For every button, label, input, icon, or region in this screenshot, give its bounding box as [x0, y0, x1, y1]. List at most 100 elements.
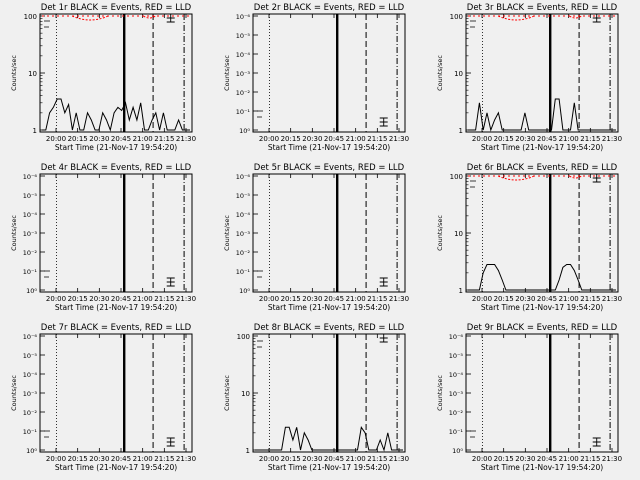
y-tick-label: 1: [33, 127, 37, 135]
plot-frame: [252, 173, 406, 293]
error-bar-mark: [166, 13, 175, 23]
y-tick-label: 10⁻³: [236, 70, 251, 78]
x-tick-label: 21:30: [176, 135, 196, 143]
y-axis-label: Counts/sec: [223, 375, 231, 411]
panel-det-6: Det 6r BLACK = Events, RED = LLD Counts/s…: [436, 163, 622, 312]
plot-frame: [465, 13, 619, 133]
x-tick-label: 20:00: [259, 135, 279, 143]
y-axis-label: Counts/sec: [10, 55, 18, 91]
y-tick-label: 10⁻²: [23, 249, 38, 257]
lld-dip-arc: [71, 15, 109, 21]
x-tick-label: 20:45: [537, 135, 557, 143]
x-tick-label: 20:00: [472, 135, 492, 143]
y-tick-label: 100: [237, 333, 250, 341]
x-tick-label: 21:15: [367, 455, 387, 463]
y-axis-label: Counts/sec: [436, 55, 444, 91]
error-bar-mark: [592, 13, 601, 23]
left-bracket-mark: [44, 430, 50, 438]
error-bar-mark: [379, 117, 388, 127]
panel-det-2: Det 2r BLACK = Events, RED = LLD Counts/s…: [223, 3, 409, 152]
x-tick-label: 21:30: [176, 295, 196, 303]
y-tick-label: 10⁰: [452, 447, 463, 455]
x-tick-label: 20:45: [324, 455, 344, 463]
plot-frame: [39, 173, 193, 293]
x-axis-label: Start Time (21-Nov-17 19:54:20): [268, 143, 390, 152]
panel-title: Det 5r BLACK = Events, RED = LLD: [254, 163, 405, 173]
x-tick-label: 20:30: [515, 295, 535, 303]
x-tick-label: 21:15: [580, 455, 600, 463]
x-tick-label: 21:30: [176, 455, 196, 463]
y-axis-label: Counts/sec: [436, 215, 444, 251]
y-axis-label: Counts/sec: [10, 215, 18, 251]
x-tick-label: 21:30: [602, 135, 622, 143]
y-tick-label: 100: [450, 173, 463, 181]
series-events-line: [255, 426, 403, 452]
plot-frame: [252, 13, 406, 133]
x-tick-label: 20:15: [281, 455, 301, 463]
y-tick-label: 1: [246, 447, 250, 455]
y-tick-label: 10⁻⁵: [23, 352, 38, 360]
y-tick-label: 10⁻³: [23, 390, 38, 398]
error-bar-mark: [379, 277, 388, 287]
y-tick-label: 10⁻⁶: [236, 173, 251, 181]
lld-dip-arc: [569, 175, 582, 179]
y-tick-label: 10⁻⁴: [23, 371, 38, 379]
error-bar-mark: [166, 277, 175, 287]
lld-dip-arc: [497, 15, 535, 21]
panel-title: Det 4r BLACK = Events, RED = LLD: [41, 163, 192, 173]
panel-det-4: Det 4r BLACK = Events, RED = LLD Counts/s…: [10, 163, 196, 312]
y-tick-label: 10⁻⁴: [449, 371, 464, 379]
x-tick-label: 20:45: [111, 295, 131, 303]
error-bar-mark: [166, 437, 175, 447]
x-tick-label: 21:00: [559, 455, 579, 463]
panel-det-1: Det 1r BLACK = Events, RED = LLD Counts/s…: [10, 3, 196, 152]
y-tick-label: 10⁻³: [236, 230, 251, 238]
x-tick-label: 20:00: [259, 455, 279, 463]
panel-det-9: Det 9r BLACK = Events, RED = LLD Counts/s…: [436, 323, 622, 472]
error-bar-mark: [592, 173, 601, 183]
plot-frame: [39, 13, 193, 133]
x-tick-label: 21:15: [154, 135, 174, 143]
y-tick-label: 10⁰: [26, 447, 37, 455]
plot-frame: [465, 333, 619, 453]
x-tick-label: 20:30: [515, 135, 535, 143]
x-tick-label: 20:00: [46, 455, 66, 463]
x-axis-label: Start Time (21-Nov-17 19:54:20): [481, 303, 603, 312]
panel-det-7: Det 7r BLACK = Events, RED = LLD Counts/s…: [10, 323, 196, 472]
y-tick-label: 1: [459, 287, 463, 295]
x-tick-label: 20:15: [68, 135, 88, 143]
series-events-line: [468, 98, 616, 132]
panel-title: Det 9r BLACK = Events, RED = LLD: [467, 323, 618, 333]
y-tick-label: 10⁰: [239, 287, 250, 295]
x-tick-label: 20:45: [111, 135, 131, 143]
y-tick-label: 10⁻⁵: [23, 192, 38, 200]
y-tick-label: 100: [24, 13, 37, 21]
x-tick-label: 21:00: [133, 455, 153, 463]
y-tick-label: 10⁻⁵: [449, 352, 464, 360]
y-tick-label: 10⁰: [239, 127, 250, 135]
y-tick-label: 10⁻¹: [23, 268, 38, 276]
left-bracket-mark: [44, 270, 50, 278]
x-tick-label: 21:00: [346, 455, 366, 463]
left-bracket-mark: [257, 340, 263, 348]
y-tick-label: 10⁻²: [236, 249, 251, 257]
x-tick-label: 20:00: [472, 455, 492, 463]
x-tick-label: 21:15: [367, 135, 387, 143]
y-tick-label: 10: [28, 70, 37, 78]
y-tick-label: 10: [241, 390, 250, 398]
left-bracket-mark: [470, 430, 476, 438]
y-tick-label: 10⁻¹: [236, 108, 251, 116]
x-axis-label: Start Time (21-Nov-17 19:54:20): [55, 463, 177, 472]
x-tick-label: 20:45: [537, 455, 557, 463]
x-tick-label: 20:45: [111, 455, 131, 463]
x-tick-label: 20:00: [46, 295, 66, 303]
y-tick-label: 10⁻⁵: [236, 32, 251, 40]
series-events-line: [42, 98, 190, 132]
panel-title: Det 6r BLACK = Events, RED = LLD: [467, 163, 618, 173]
y-tick-label: 10⁻⁶: [449, 333, 464, 341]
x-tick-label: 21:30: [389, 295, 409, 303]
x-tick-label: 20:30: [302, 135, 322, 143]
y-axis-label: Counts/sec: [436, 375, 444, 411]
x-tick-label: 20:15: [68, 295, 88, 303]
